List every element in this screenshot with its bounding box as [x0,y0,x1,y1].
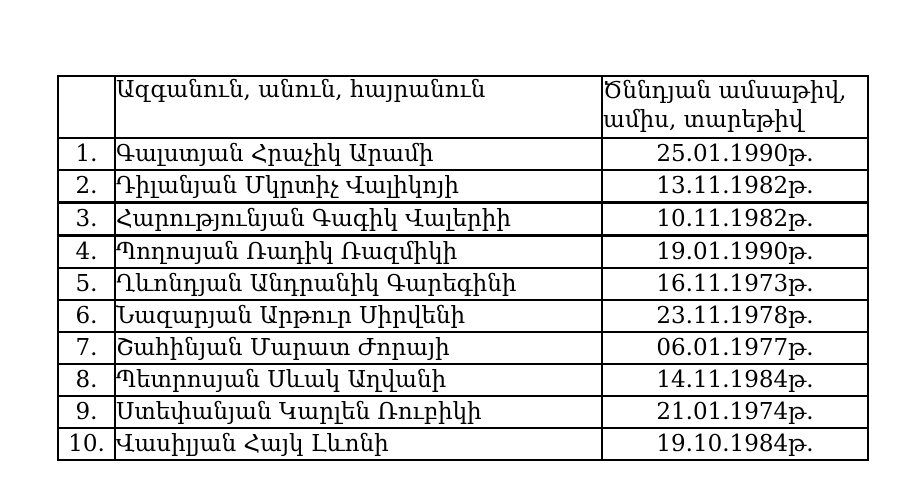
table-row: 3. Հարությունյան Գագիկ Վալերիի 10.11.198… [57,201,869,237]
table-row: 2. Դիլանյան Մկրտիչ Վալիկոյի 13.11.1982թ. [57,169,869,204]
row-number-cell: 6. [57,299,116,333]
table-row: 4. Պողոսյան Ռադիկ Ռազմիկի 19.01.1990թ. [57,234,869,269]
birth-date-cell: 16.11.1973թ. [601,267,869,301]
birth-date-cell: 06.01.1977թ. [601,331,869,365]
table-row: 6. Նազարյան Արթուր Սիրվենի 23.11.1978թ. [57,299,869,333]
header-name-cell: Ազգանուն, անուն, հայրանուն [114,75,603,139]
person-name-cell: Նազարյան Արթուր Սիրվենի [114,299,603,333]
person-name-cell: Ղևոնդյան Անդրանիկ Գարեգինի [114,267,603,301]
row-number-cell: 3. [57,201,116,237]
table-header-row: Ազգանուն, անուն, հայրանուն Ծննդյան ամսաթ… [57,75,869,139]
row-number-cell: 4. [57,234,116,269]
birth-date-cell: 23.11.1978թ. [601,299,869,333]
person-name-cell: Դիլանյան Մկրտիչ Վալիկոյի [114,169,603,204]
person-name-cell: Ստեփանյան Կարլեն Ռուբիկի [114,395,603,429]
table-body: 1. Գալստյան Հրաչիկ Արամի 25.01.1990թ. 2.… [57,137,869,461]
birth-date-table: Ազգանուն, անուն, հայրանուն Ծննդյան ամսաթ… [57,75,869,461]
birth-date-cell: 21.01.1974թ. [601,395,869,429]
row-number-cell: 8. [57,363,116,397]
table-row: 10. Վասիլյան Հայկ Լևոնի 19.10.1984թ. [57,427,869,461]
person-name-cell: Հարությունյան Գագիկ Վալերիի [114,201,603,237]
birth-date-cell: 13.11.1982թ. [601,169,869,204]
birth-date-cell: 10.11.1982թ. [601,201,869,237]
table-row: 5. Ղևոնդյան Անդրանիկ Գարեգինի 16.11.1973… [57,267,869,301]
header-birthdate-cell: Ծննդյան ամսաթիվ, ամիս, տարեթիվ [601,75,869,139]
row-number-cell: 10. [57,427,116,461]
person-name-cell: Պետրոսյան Սևակ Աղվանի [114,363,603,397]
table-row: 9. Ստեփանյան Կարլեն Ռուբիկի 21.01.1974թ. [57,395,869,429]
header-number-cell [57,75,116,139]
table-row: 8. Պետրոսյան Սևակ Աղվանի 14.11.1984թ. [57,363,869,397]
table-row: 7. Շահինյան Մարատ Ժորայի 06.01.1977թ. [57,331,869,365]
person-name-cell: Շահինյան Մարատ Ժորայի [114,331,603,365]
birth-date-cell: 14.11.1984թ. [601,363,869,397]
row-number-cell: 9. [57,395,116,429]
person-name-cell: Վասիլյան Հայկ Լևոնի [114,427,603,461]
person-name-cell: Պողոսյան Ռադիկ Ռազմիկի [114,234,603,269]
row-number-cell: 5. [57,267,116,301]
row-number-cell: 2. [57,169,116,204]
row-number-cell: 7. [57,331,116,365]
row-number-cell: 1. [57,137,116,171]
birth-date-cell: 19.10.1984թ. [601,427,869,461]
header-birthdate-line2: ամիս, տարեթիվ [603,107,804,133]
birth-date-cell: 19.01.1990թ. [601,234,869,269]
person-name-cell: Գալստյան Հրաչիկ Արամի [114,137,603,171]
birth-date-cell: 25.01.1990թ. [601,137,869,171]
header-birthdate-line1: Ծննդյան ամսաթիվ, [603,78,847,104]
table-row: 1. Գալստյան Հրաչիկ Արամի 25.01.1990թ. [57,137,869,171]
